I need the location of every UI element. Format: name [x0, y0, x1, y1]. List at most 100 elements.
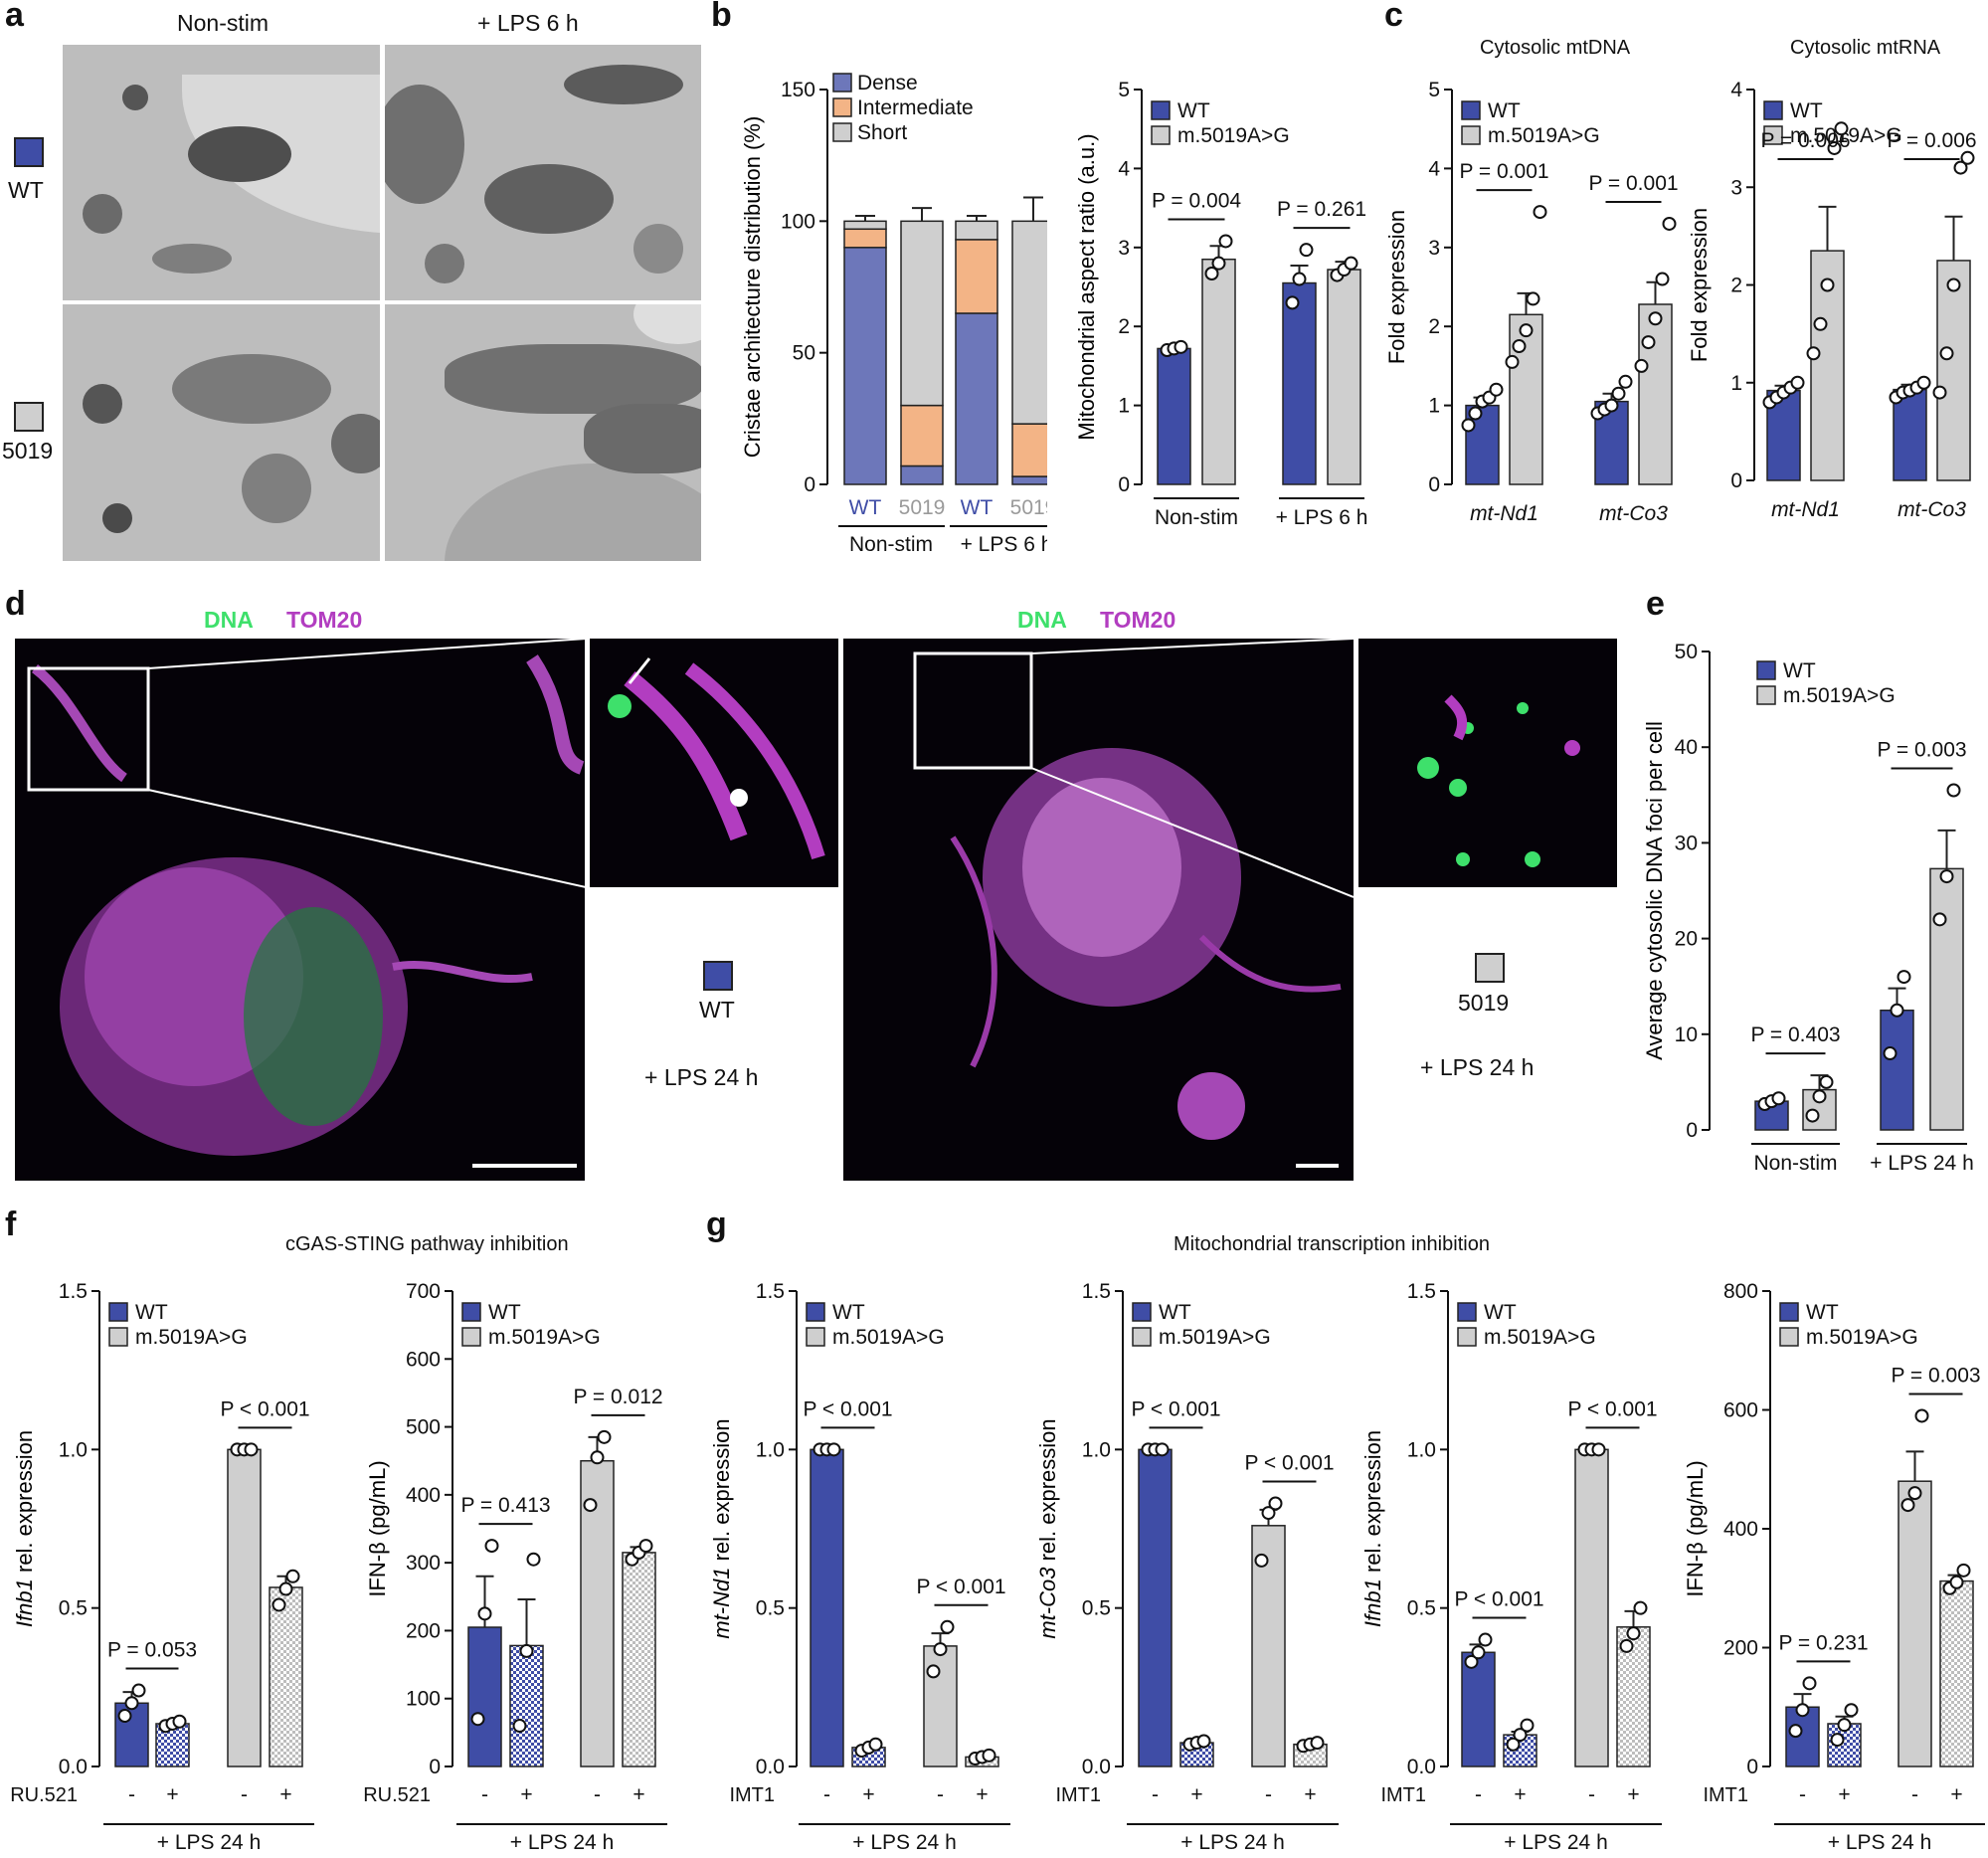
- y-label-gene: mt-Nd1: [709, 1568, 734, 1639]
- data-point: [1914, 1408, 1929, 1423]
- data-point: [1471, 1645, 1486, 1660]
- mut-swatch-d: [1475, 953, 1505, 983]
- chart-svg: 0 50 100 150 Cristae architecture distributi…: [740, 72, 1059, 556]
- data-point: [1813, 316, 1828, 331]
- condition-label: + LPS 24 h: [852, 1831, 957, 1853]
- treatment-label: RU.521: [363, 1784, 431, 1806]
- y-tick-label: 3: [1428, 237, 1440, 260]
- bar: [269, 1586, 303, 1767]
- group-label: + LPS 6 h: [961, 533, 1047, 556]
- y-tick-label: 0.0: [1082, 1756, 1111, 1778]
- data-point: [519, 1643, 534, 1658]
- y-label-rest: rel. expression: [1035, 1418, 1060, 1567]
- wt-swatch-d: [703, 961, 733, 991]
- d-mut-label: 5019: [1458, 990, 1510, 1016]
- data-point: [597, 1429, 612, 1444]
- stacked-bar-intermediate: [900, 404, 944, 467]
- y-label-rest: rel. expression: [709, 1418, 734, 1567]
- data-point: [1478, 1632, 1493, 1647]
- y-tick-label: 2: [1428, 315, 1440, 338]
- data-point: [826, 1442, 841, 1457]
- condition-label: + LPS 24 h: [1504, 1831, 1608, 1853]
- data-point: [1299, 243, 1314, 258]
- bar: [923, 1645, 958, 1767]
- bar: [1574, 1448, 1609, 1767]
- data-point: [1254, 1553, 1269, 1568]
- data-point: [1619, 1638, 1634, 1653]
- p-value: P = 0.001: [1459, 160, 1548, 183]
- treatment-sign: -: [937, 1783, 944, 1806]
- data-point: [512, 1719, 527, 1734]
- legend-swatch: [1132, 1327, 1152, 1347]
- y-tick-label: 1.5: [1407, 1280, 1436, 1303]
- data-point: [1802, 1676, 1817, 1691]
- treatment-sign: -: [823, 1783, 830, 1806]
- legend-swatch: [1461, 125, 1481, 145]
- data-point: [1285, 295, 1300, 310]
- condition-label: + LPS 24 h: [510, 1831, 615, 1853]
- legend-tom20-left: TOM20: [286, 607, 363, 633]
- data-point: [1533, 205, 1547, 220]
- treatment-sign: -: [1475, 1783, 1482, 1806]
- treatment-sign: -: [1588, 1783, 1595, 1806]
- bar: [1929, 867, 1964, 1131]
- y-tick-label: 10: [1675, 1023, 1698, 1046]
- chart-mtnd1-imt1: 0.0 0.5 1.0 1.5 mt-Nd1 rel. expression WT m.50…: [696, 1263, 1024, 1854]
- y-tick-label: 600: [1723, 1399, 1758, 1422]
- data-point: [278, 1581, 293, 1596]
- data-point: [868, 1737, 883, 1752]
- data-point: [117, 1709, 132, 1724]
- em-col-nonstim: Non-stim: [177, 10, 270, 36]
- data-point: [1788, 1724, 1803, 1739]
- bar: [1939, 1579, 1974, 1767]
- data-point: [982, 1748, 996, 1763]
- em-row-wt: WT: [8, 177, 44, 203]
- stacked-bar-intermediate: [955, 239, 998, 314]
- treatment-sign: +: [166, 1783, 178, 1806]
- y-axis-label: Average cytosolic DNA foci per cell: [1642, 721, 1667, 1060]
- y-tick-label: 4: [1730, 79, 1742, 101]
- data-point: [1618, 374, 1633, 389]
- data-point: [1900, 1498, 1915, 1513]
- chart-cytosolic-mtrna: 0 1 2 3 4 Fold expression WT m.5019A>G P = 0.006…: [1684, 55, 1988, 572]
- y-tick-label: 1.0: [1082, 1438, 1111, 1461]
- bar: [810, 1448, 844, 1767]
- legend-swatch: [832, 122, 852, 142]
- y-axis-label: IFN-β (pg/mL): [365, 1460, 390, 1596]
- data-point: [1505, 354, 1520, 369]
- panel-letter-f: f: [5, 1206, 17, 1243]
- p-value: P < 0.001: [1244, 1452, 1334, 1475]
- p-value: P = 0.053: [107, 1639, 197, 1662]
- legend-label: m.5019A>G: [1159, 1326, 1271, 1349]
- f-title: cGAS-STING pathway inhibition: [285, 1233, 569, 1255]
- bar: [1201, 258, 1236, 485]
- chart-svg: 0 200 400 600 800 IFN-β (pg/mL) WTm.5019A>G P =…: [1683, 1280, 1985, 1854]
- data-point: [1932, 912, 1947, 927]
- legend-label: m.5019A>G: [832, 1326, 945, 1349]
- treatment-sign: -: [481, 1783, 488, 1806]
- data-point: [1830, 1733, 1845, 1748]
- em-image-wt-lps: [385, 45, 701, 300]
- legend-label: WT: [1806, 1301, 1839, 1324]
- y-tick-label: 1.0: [59, 1438, 88, 1461]
- fluorescence-image-5019: [843, 639, 1354, 1181]
- legend-label: Intermediate: [857, 96, 974, 119]
- y-tick-label: 1.0: [756, 1438, 785, 1461]
- data-point: [1468, 406, 1483, 421]
- legend-swatch: [1756, 660, 1776, 680]
- y-tick-label: 0.5: [59, 1597, 88, 1620]
- legend-swatch: [1151, 125, 1171, 145]
- chart-ifnb1-imt1: 0.0 0.5 1.0 1.5 Ifnb1 rel. expression WT m.501…: [1353, 1263, 1671, 1854]
- y-tick-label: 200: [406, 1619, 441, 1642]
- y-tick-label: 100: [406, 1688, 441, 1711]
- legend-swatch: [108, 1327, 128, 1347]
- y-tick-label: 3: [1730, 176, 1742, 199]
- y-axis-label: Mitochondrial aspect ratio (a.u.): [1074, 133, 1099, 440]
- p-value: P < 0.001: [803, 1397, 892, 1420]
- data-point: [1268, 1496, 1283, 1511]
- treatment-sign: +: [520, 1783, 532, 1806]
- stacked-bar-short: [900, 220, 944, 407]
- data-point: [1292, 272, 1307, 286]
- legend-label: m.5019A>G: [1783, 684, 1896, 707]
- bar: [1461, 1651, 1496, 1767]
